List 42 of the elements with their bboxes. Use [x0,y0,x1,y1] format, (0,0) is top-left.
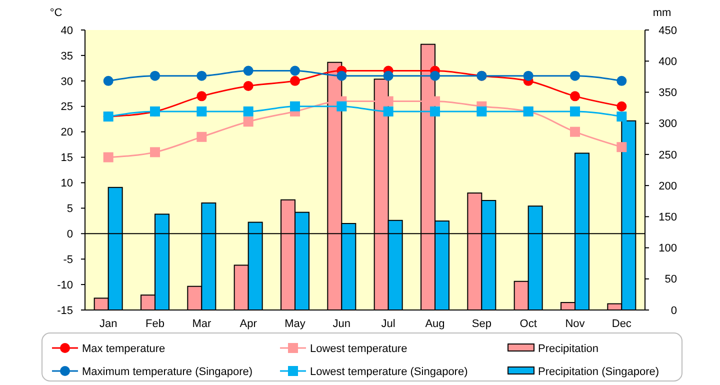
legend-label: Lowest temperature (Singapore) [310,366,468,378]
y2-tick-label: 400 [658,56,677,68]
legend-label: Precipitation [538,342,599,355]
y2-tick-label: 150 [658,212,677,224]
x-tick-label: Feb [146,318,164,330]
y2-tick-label: 300 [658,118,677,130]
x-tick-label: Mar [192,318,212,330]
y2-tick-label: 450 [658,24,677,37]
legend-label: Lowest temperature [310,342,408,355]
y-axis-title: °C [50,7,62,19]
legend-label: Maximum temperature (Singapore) [82,366,253,378]
x-tick-label: Apr [240,318,258,330]
x-tick-label: Jan [99,318,118,330]
x-tick-label: May [284,318,306,330]
y-tick-label: 0 [66,228,73,240]
y-tick-label: 30 [60,76,73,88]
y-tick-label: 35 [60,50,73,62]
y-tick-label: 40 [60,24,73,37]
y2-tick-label: 0 [670,304,677,317]
x-tick-label: Jun [332,318,351,330]
x-tick-label: Dec [612,318,632,330]
legend-label: Precipitation (Singapore) [538,366,660,378]
x-tick-label: Sep [472,318,492,330]
y2-tick-label: 100 [658,242,677,255]
y-tick-label: 10 [60,178,73,190]
y2-tick-label: 50 [664,274,677,286]
x-tick-label: Oct [520,318,537,330]
y2-tick-label: 200 [658,180,677,192]
y-tick-label: 5 [66,203,73,216]
x-tick-label: Nov [565,318,586,330]
y2-tick-label: 350 [658,87,677,100]
x-tick-label: Jul [381,318,396,330]
y-tick-label: 25 [60,101,73,114]
y-tick-label: 20 [60,126,73,139]
y-tick-label: -15 [57,304,73,317]
legend-label: Max temperature [82,342,166,355]
x-tick-label: Aug [425,318,445,330]
y-tick-label: 15 [60,152,73,164]
y2-axis-title: mm [652,7,672,19]
y2-tick-label: 250 [658,149,677,162]
y-tick-label: -10 [57,279,73,292]
y-tick-label: -5 [63,254,73,266]
